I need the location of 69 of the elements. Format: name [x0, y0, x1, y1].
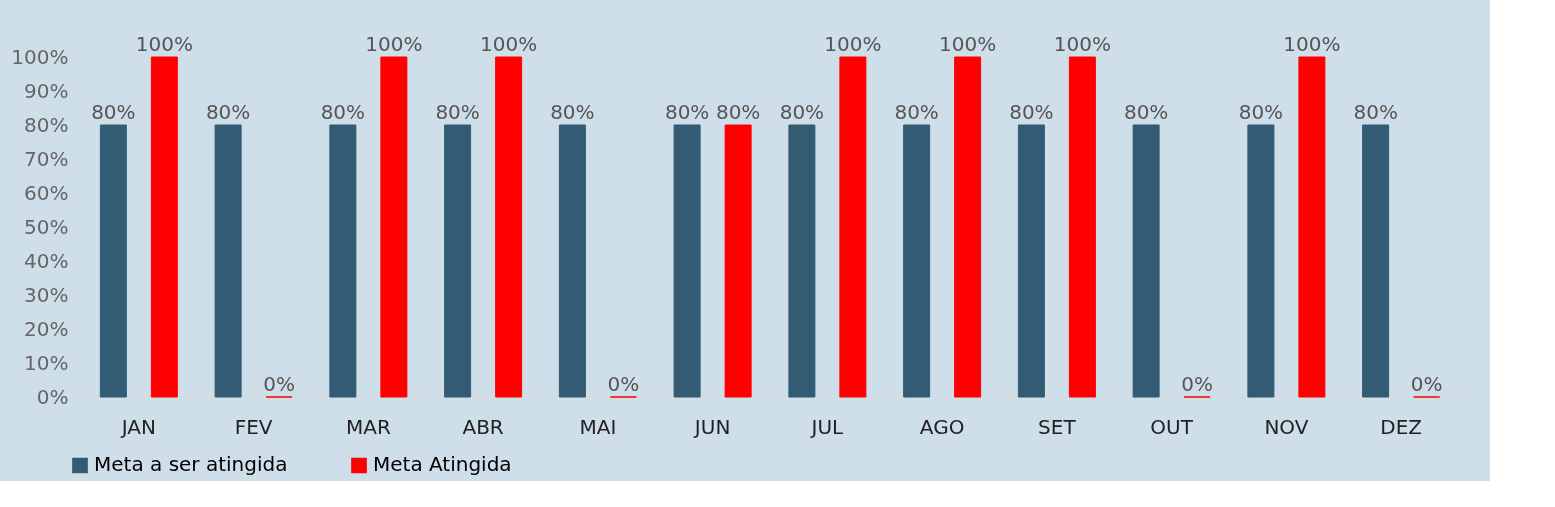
bar [380, 56, 408, 398]
x-tick-label: NOV [1264, 414, 1309, 439]
data-label: 80% [205, 100, 251, 124]
bar [1017, 124, 1045, 398]
bar [444, 124, 472, 398]
y-tick-label: 10% [24, 350, 69, 375]
bar [150, 56, 178, 398]
bar [495, 56, 523, 398]
data-label: 80% [1009, 100, 1054, 124]
data-label: 80% [320, 100, 366, 124]
x-tick-label: SET [1038, 414, 1077, 439]
y-tick-label: 0% [36, 384, 69, 409]
y-tick-label: 90% [24, 78, 69, 103]
data-label: 80% [1353, 100, 1398, 124]
x-tick-label: OUT [1150, 414, 1194, 439]
x-tick-label: ABR [462, 414, 504, 439]
bar [788, 124, 816, 398]
data-label: 80% [779, 100, 825, 124]
x-tick-label: MAR [345, 414, 391, 439]
data-label: 80% [715, 100, 761, 124]
data-label: 0% [1181, 372, 1214, 396]
data-label: 80% [664, 100, 710, 124]
y-tick-label: 40% [24, 248, 69, 273]
data-label: 80% [1123, 100, 1169, 124]
bar [99, 124, 127, 398]
data-label: 100% [1283, 32, 1341, 56]
data-label: 0% [1410, 372, 1443, 396]
bar [724, 124, 752, 398]
bar [954, 56, 982, 398]
x-tick-label: FEV [234, 414, 273, 439]
y-tick-label: 70% [24, 146, 69, 171]
bar [1362, 124, 1390, 398]
data-label: 100% [824, 32, 882, 56]
x-tick-label: JUN [692, 414, 731, 439]
y-tick-label: 80% [24, 112, 69, 137]
data-label: 100% [939, 32, 997, 56]
data-label: 0% [263, 372, 295, 396]
bar [673, 124, 701, 398]
data-label: 80% [550, 100, 595, 124]
data-label: 100% [480, 32, 538, 56]
bar [839, 56, 867, 398]
bar [1068, 56, 1096, 398]
data-label: 80% [1238, 100, 1284, 124]
bar [1247, 124, 1275, 398]
data-label: 80% [435, 100, 480, 124]
data-label: 100% [1053, 32, 1111, 56]
x-tick-label: DEZ [1380, 414, 1423, 439]
data-label: 80% [894, 100, 939, 124]
x-tick-label: AGO [919, 414, 965, 439]
legend-label: Meta a ser atingida [94, 452, 288, 477]
data-label: 0% [607, 372, 640, 396]
legend-label: Meta Atingida [373, 452, 512, 477]
bar [903, 124, 931, 398]
x-tick-label: JAN [119, 414, 156, 439]
y-tick-label: 100% [11, 44, 69, 69]
data-label: 80% [91, 100, 136, 124]
y-tick-label: 20% [24, 316, 69, 341]
x-tick-label: JUL [809, 414, 845, 439]
y-tick-label: 30% [24, 282, 69, 307]
bar [558, 124, 586, 398]
y-tick-label: 60% [24, 180, 69, 205]
bar [1132, 124, 1160, 398]
bar [329, 124, 357, 398]
data-label: 100% [365, 32, 423, 56]
x-tick-label: MAI [579, 414, 617, 439]
y-tick-label: 50% [24, 214, 69, 239]
bar [214, 124, 242, 398]
bar [1298, 56, 1326, 398]
data-label: 100% [135, 32, 193, 56]
